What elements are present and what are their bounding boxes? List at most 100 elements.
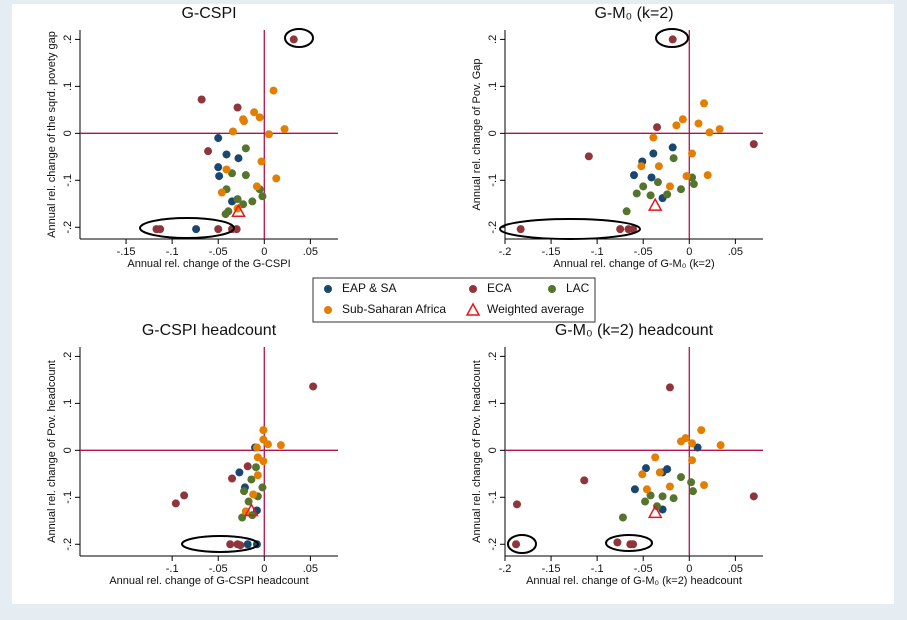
x-tick-label: -.2 [499, 246, 512, 258]
data-point [669, 154, 678, 163]
data-point [616, 225, 625, 234]
x-tick-label: -.1 [166, 246, 179, 258]
data-point [653, 178, 662, 187]
data-point [222, 150, 231, 159]
data-point [681, 434, 690, 443]
data-point [222, 165, 231, 174]
data-point [233, 195, 242, 204]
y-tick-label: -.2 [487, 538, 499, 551]
data-point [247, 475, 256, 484]
data-point [280, 125, 289, 134]
data-point [231, 203, 246, 218]
data-point [228, 474, 237, 483]
data-point [263, 440, 272, 449]
data-point [663, 190, 672, 199]
data-point [663, 465, 672, 474]
data-point [512, 540, 521, 549]
data-point [641, 464, 650, 473]
data-point [613, 538, 622, 547]
data-point [638, 470, 647, 479]
data-point [639, 182, 648, 191]
data-point [687, 478, 696, 487]
data-point [232, 225, 241, 234]
data-point [642, 485, 651, 494]
data-point [646, 491, 655, 500]
chart-title: G-CSPI headcount [142, 322, 277, 339]
x-tick-label: 0 [261, 246, 267, 258]
x-tick-label: .05 [303, 246, 318, 258]
data-point [156, 225, 165, 234]
data-point [241, 144, 250, 153]
data-point [251, 463, 260, 472]
data-point [257, 157, 266, 166]
x-axis-label: Annual rel. change of G-M₀ (k=2) [553, 258, 714, 270]
data-point [629, 225, 638, 234]
data-point [258, 483, 267, 492]
data-point [244, 497, 253, 506]
data-point [641, 497, 650, 506]
x-axis-label: Annual rel. change of the G-CSPI [127, 258, 290, 270]
legend-marker [324, 306, 332, 314]
data-point [204, 147, 213, 156]
data-point [697, 426, 706, 435]
y-tick-label: .1 [62, 399, 74, 408]
data-point [678, 115, 687, 124]
chart-title: G-CSPI [181, 5, 236, 22]
data-point [252, 443, 261, 452]
data-point [235, 468, 244, 477]
legend-label: EAP & SA [342, 281, 396, 295]
legend-label: ECA [487, 281, 512, 295]
x-axis-label: Annual rel. change of G-CSPI headcount [109, 575, 308, 587]
x-tick-label: -.15 [542, 563, 561, 575]
data-point [580, 476, 589, 485]
data-point [239, 200, 248, 209]
data-point [253, 471, 262, 480]
y-axis-label: Annual rel. change of Pov. Gap [471, 58, 483, 210]
data-point [584, 152, 593, 161]
data-point [700, 481, 709, 490]
y-tick-label: .1 [62, 82, 74, 91]
data-point [512, 500, 521, 509]
data-point [715, 125, 724, 134]
data-point [252, 540, 261, 549]
data-point [716, 441, 725, 450]
data-point [259, 457, 268, 466]
x-tick-label: -.15 [542, 246, 561, 258]
data-point [226, 540, 235, 549]
data-point [647, 173, 656, 182]
data-point [676, 473, 685, 482]
x-tick-label: -.1 [591, 246, 604, 258]
data-point [665, 182, 674, 191]
data-point [276, 441, 285, 450]
data-point [258, 192, 267, 201]
data-point [694, 119, 703, 128]
data-point [672, 121, 681, 130]
y-tick-label: .2 [62, 352, 74, 361]
data-point [250, 108, 259, 117]
data-point [688, 439, 697, 448]
data-point [646, 191, 655, 200]
data-point [632, 189, 641, 198]
y-tick-label: -.2 [62, 538, 74, 551]
y-tick-label: .1 [487, 82, 499, 91]
legend-label: Sub-Saharan Africa [342, 302, 446, 316]
data-point [309, 382, 318, 391]
data-point [669, 494, 678, 503]
data-point [197, 95, 206, 104]
data-point [630, 171, 638, 180]
data-point [215, 172, 224, 181]
data-point [665, 482, 674, 491]
x-tick-label: 0 [686, 563, 692, 575]
data-point [249, 490, 258, 499]
data-point [749, 140, 758, 149]
x-tick-label: -.05 [634, 563, 653, 575]
data-point [693, 443, 702, 452]
data-point [676, 185, 685, 194]
y-tick-label: .2 [487, 352, 499, 361]
data-point [272, 174, 281, 183]
x-tick-label: -.2 [499, 563, 512, 575]
x-axis-label: Annual rel. change of G-M₀ (k=2) headcou… [526, 575, 742, 587]
chart-title: G-M₀ (k=2) headcount [555, 322, 714, 339]
